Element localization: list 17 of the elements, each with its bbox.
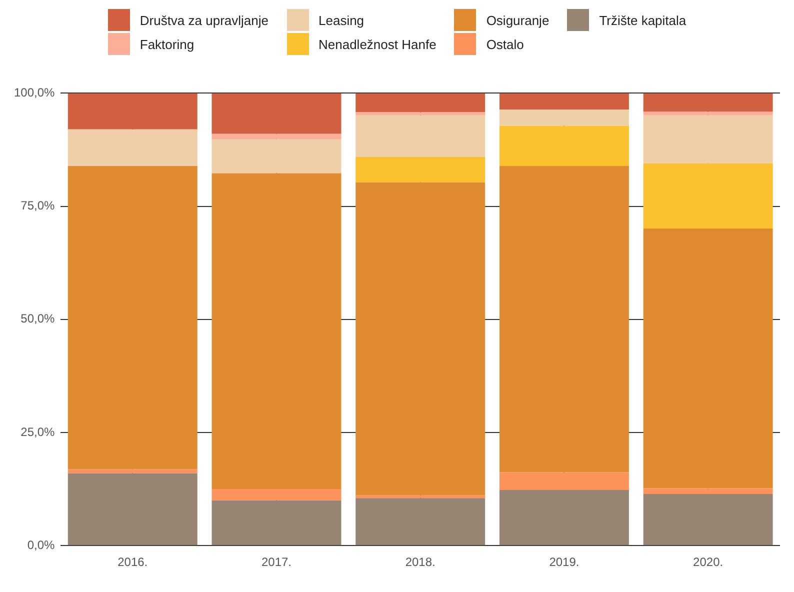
x-tick-label: 2018. [405, 555, 436, 570]
y-tick-label: 50,0% [20, 312, 56, 326]
legend-label: Nenadležnost Hanfe [318, 36, 436, 52]
y-tick-label: 25,0% [20, 424, 56, 439]
y-tick-label: 0,0% [27, 538, 56, 552]
x-tick-label: 2016. [118, 555, 148, 570]
legend-label: Društva za upravljanje [140, 12, 268, 28]
x-tick-label: 2017. [261, 555, 292, 570]
legend-label: Ostalo [486, 36, 524, 52]
legend-label: Tržište kapitala [599, 12, 686, 28]
x-tick-label: 2019. [549, 555, 580, 570]
x-tick-label: 2020. [693, 555, 724, 570]
y-tick-label: 75,0% [20, 198, 56, 213]
y-tick-label: 100,0% [14, 86, 56, 100]
legend-label: Leasing [318, 12, 364, 28]
legend-label: Faktoring [140, 36, 194, 52]
legend-label: Osiguranje [486, 12, 550, 28]
